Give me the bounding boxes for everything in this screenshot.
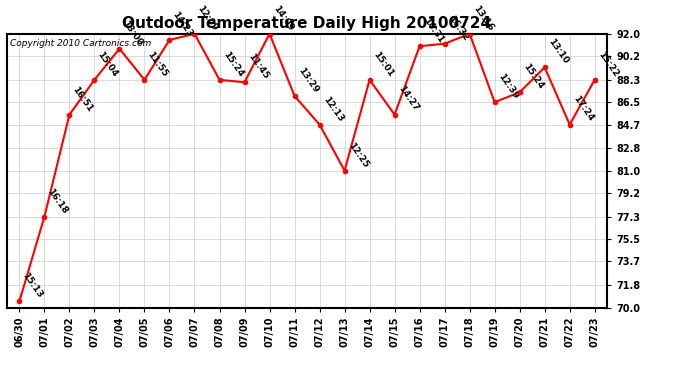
- Text: 13:00: 13:00: [121, 19, 144, 47]
- Text: 14:23: 14:23: [171, 10, 195, 39]
- Text: 14:31: 14:31: [421, 16, 445, 45]
- Text: 16:18: 16:18: [46, 187, 70, 215]
- Text: 13:10: 13:10: [546, 38, 570, 66]
- Text: 16:32: 16:32: [446, 14, 470, 42]
- Text: 12:13: 12:13: [321, 94, 345, 123]
- Text: 14:27: 14:27: [396, 84, 420, 113]
- Text: 15:24: 15:24: [221, 50, 245, 78]
- Text: 12:09: 12:09: [196, 4, 219, 32]
- Text: 12:39: 12:39: [496, 72, 520, 101]
- Text: 15:01: 15:01: [371, 50, 395, 78]
- Text: 15:22: 15:22: [596, 50, 620, 78]
- Text: 17:24: 17:24: [571, 94, 595, 123]
- Text: 13:29: 13:29: [296, 66, 319, 94]
- Text: 16:51: 16:51: [71, 85, 95, 113]
- Text: 14:09: 14:09: [271, 4, 295, 32]
- Text: 15:04: 15:04: [96, 50, 119, 78]
- Text: 13:16: 13:16: [471, 4, 495, 32]
- Text: 11:55: 11:55: [146, 50, 170, 78]
- Text: 11:45: 11:45: [246, 52, 270, 81]
- Title: Outdoor Temperature Daily High 20100724: Outdoor Temperature Daily High 20100724: [123, 16, 491, 31]
- Text: 15:13: 15:13: [21, 271, 45, 300]
- Text: 12:25: 12:25: [346, 141, 370, 169]
- Text: 15:24: 15:24: [521, 62, 545, 91]
- Text: Copyright 2010 Cartronics.com: Copyright 2010 Cartronics.com: [10, 39, 151, 48]
